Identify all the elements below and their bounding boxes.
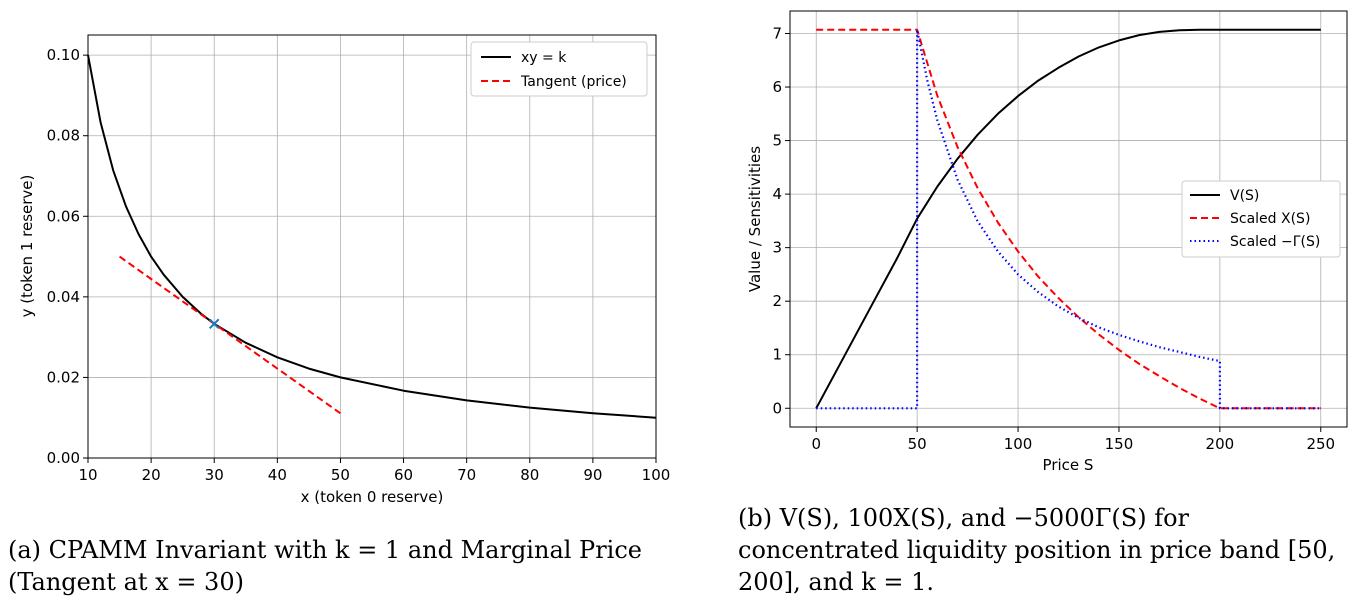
- x-tick-label: 40: [268, 466, 287, 484]
- y-tick-label: 2: [772, 292, 782, 310]
- y-tick-label: 3: [772, 239, 782, 257]
- y-tick-label: 0: [772, 399, 782, 417]
- chart-b-x-ticks: 0 50 100 150 200 250: [811, 427, 1335, 453]
- x-tick-label: 100: [1004, 435, 1033, 453]
- x-tick-label: 30: [205, 466, 224, 484]
- y-tick-label: 7: [772, 24, 782, 42]
- chart-a-series: [87, 54, 657, 419]
- chart-a-y-ticks: 0.00 0.02 0.04 0.06 0.08 0.10: [47, 46, 88, 467]
- chart-a-legend-box: [470, 41, 648, 97]
- y-tick-label: 0.02: [47, 368, 80, 386]
- chart-b-y-label: Value / Sensitivities: [746, 146, 764, 292]
- x-tick-label: 80: [520, 466, 539, 484]
- y-tick-label: 0.10: [47, 46, 80, 64]
- tangent-point-marker: [209, 318, 220, 330]
- x-tick-label: 100: [642, 466, 671, 484]
- series-line-1: [87, 54, 657, 419]
- y-tick-label: 0.06: [47, 207, 80, 225]
- chart-b-legend-box: [1181, 180, 1341, 258]
- chart-a-x-label: x (token 0 reserve): [301, 488, 444, 506]
- chart-b-y-ticks: 0 1 2 3 4 5 6 7: [772, 24, 790, 417]
- x-tick-label: 20: [142, 466, 161, 484]
- series-line-2: [119, 255, 341, 415]
- x-tick-label: 50: [331, 466, 350, 484]
- legend-label-3: Scaled −Γ(S): [1230, 234, 1320, 250]
- y-tick-label: 4: [772, 185, 782, 203]
- chart-b-legend: V(S) Scaled X(S) Scaled −Γ(S): [1181, 180, 1341, 258]
- chart-a-legend: xy = k Tangent (price): [470, 41, 648, 97]
- y-tick-label: 0.04: [47, 288, 80, 306]
- y-tick-label: 1: [772, 346, 782, 364]
- x-tick-label: 70: [457, 466, 476, 484]
- legend-label-2: Tangent (price): [520, 74, 627, 90]
- chart-a-axes-frame: [87, 34, 657, 459]
- y-tick-label: 0.08: [47, 127, 80, 145]
- series-line-3: [816, 28, 1321, 410]
- chart-a-grid: [87, 35, 657, 459]
- chart-a: 10 20 30 40 50 60 70 80 90 100 0.000.020.040.060.…: [18, 34, 670, 506]
- y-tick-label: 6: [772, 78, 782, 96]
- chart-b-axes-frame: [789, 10, 1348, 428]
- x-tick-label: 90: [583, 466, 602, 484]
- chart-a-y-label: y (token 1 reserve): [18, 175, 36, 318]
- x-tick-label: 50: [908, 435, 927, 453]
- series-line-1: [815, 28, 1321, 409]
- chart-b-series: [815, 28, 1321, 410]
- x-tick-label: 10: [78, 466, 97, 484]
- y-tick-label: 5: [772, 132, 782, 150]
- series-line-2: [816, 28, 1321, 410]
- legend-label-2: Scaled X(S): [1230, 211, 1310, 227]
- y-tick-label: 0.00: [47, 449, 80, 467]
- caption-b: (b) V(S), 100X(S), and −5000Γ(S) for con…: [738, 504, 1336, 596]
- legend-label-1: xy = k: [521, 50, 567, 66]
- legend-label-1: V(S): [1230, 188, 1259, 204]
- chart-b: 0 50 100 150 200 250 0 1 2 3 4 5 6 7 Price S Value /…: [746, 10, 1348, 474]
- caption-a: (a) CPAMM Invariant with k = 1 and Margi…: [8, 536, 642, 596]
- x-tick-label: 0: [811, 435, 821, 453]
- x-tick-label: 250: [1306, 435, 1335, 453]
- chart-a-x-ticks: 10 20 30 40 50 60 70 80 90 100: [78, 458, 670, 484]
- chart-b-x-label: Price S: [1043, 456, 1094, 474]
- x-tick-label: 60: [394, 466, 413, 484]
- x-tick-label: 200: [1206, 435, 1235, 453]
- x-tick-label: 150: [1105, 435, 1134, 453]
